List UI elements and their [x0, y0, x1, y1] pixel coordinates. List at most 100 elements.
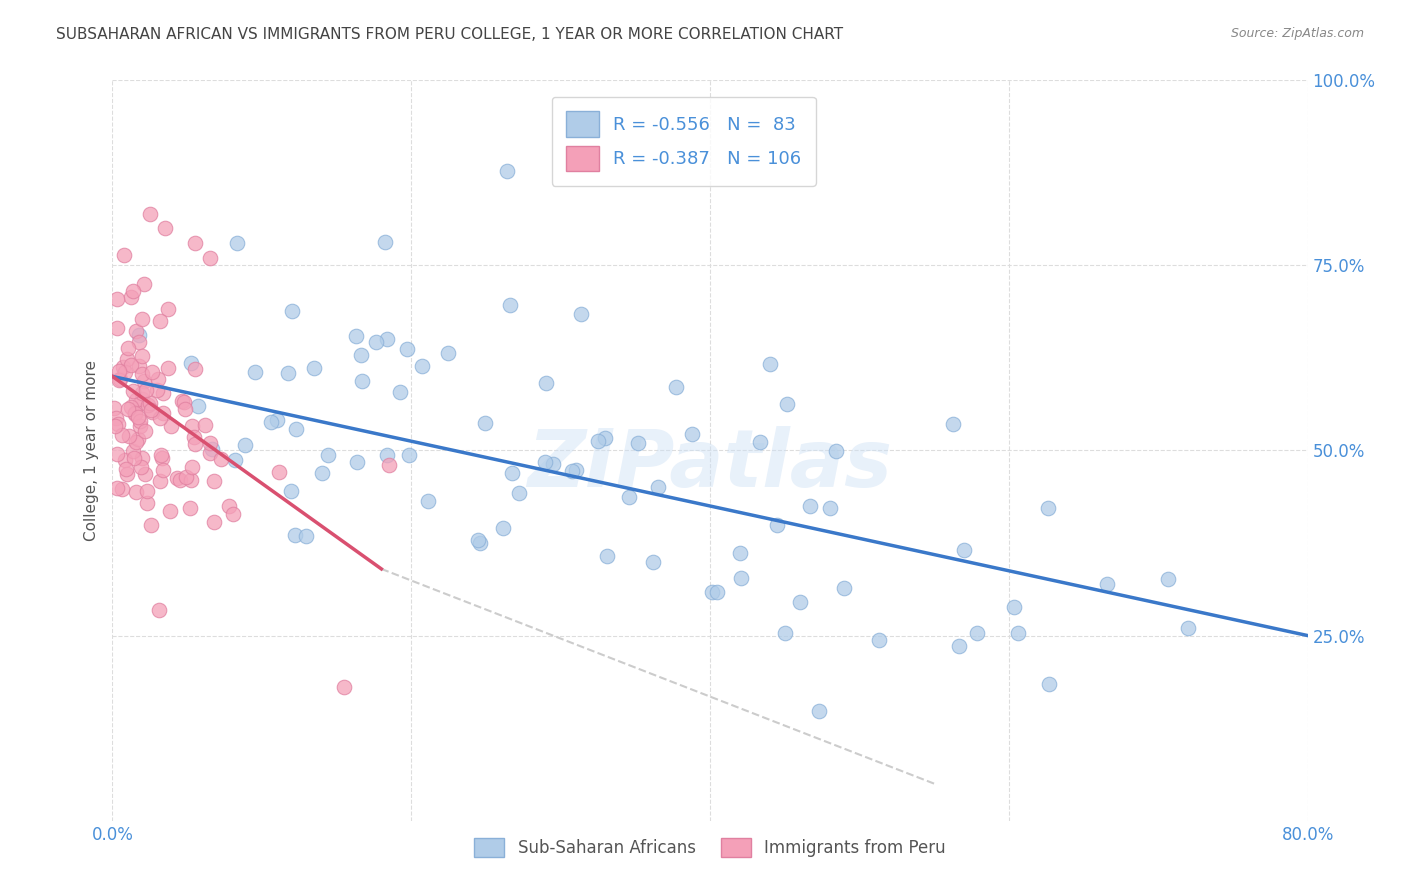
Point — [117, 402, 139, 417]
Point — [1177, 622, 1199, 636]
Point — [149, 313, 172, 327]
Point — [706, 584, 728, 599]
Point — [508, 486, 530, 500]
Point — [209, 451, 232, 466]
Point — [375, 449, 398, 463]
Point — [132, 375, 155, 389]
Point — [834, 581, 856, 595]
Point — [136, 398, 159, 412]
Point — [818, 500, 841, 515]
Point — [117, 341, 139, 355]
Point — [586, 434, 609, 448]
Point — [103, 401, 125, 415]
Point — [869, 632, 891, 647]
Point — [139, 517, 162, 532]
Point — [728, 546, 751, 560]
Point — [127, 433, 149, 447]
Point — [647, 480, 669, 494]
Point — [333, 681, 356, 695]
Point — [180, 356, 202, 370]
Point — [124, 407, 146, 421]
Point — [111, 427, 134, 442]
Point — [395, 343, 418, 357]
Point — [942, 417, 965, 431]
Point — [765, 517, 787, 532]
Point — [193, 418, 215, 433]
Point — [350, 348, 373, 362]
Point — [534, 455, 557, 469]
Point — [316, 448, 339, 462]
Point — [776, 397, 799, 411]
Point — [202, 515, 225, 529]
Point — [730, 571, 752, 585]
Point — [131, 368, 153, 382]
Point — [104, 418, 127, 433]
Point — [824, 444, 846, 458]
Point — [146, 383, 169, 397]
Point — [284, 422, 307, 436]
Point — [111, 359, 134, 374]
Point — [280, 483, 302, 498]
Text: Source: ZipAtlas.com: Source: ZipAtlas.com — [1230, 27, 1364, 40]
Point — [966, 625, 988, 640]
Point — [181, 418, 204, 433]
Point — [131, 451, 153, 466]
Point — [183, 430, 205, 444]
Point — [948, 639, 970, 653]
Point — [304, 361, 326, 376]
Point — [224, 453, 246, 467]
Point — [378, 458, 401, 473]
Point — [198, 251, 221, 265]
Point — [758, 357, 780, 371]
Point — [173, 395, 195, 409]
Point — [467, 533, 489, 547]
Point — [596, 549, 619, 563]
Point — [180, 459, 202, 474]
Point — [105, 481, 128, 495]
Point — [277, 366, 299, 380]
Point — [110, 372, 132, 386]
Point — [700, 585, 723, 599]
Point — [184, 361, 207, 376]
Point — [416, 493, 439, 508]
Point — [807, 704, 830, 718]
Point — [411, 359, 433, 373]
Point — [128, 359, 150, 373]
Point — [1095, 577, 1118, 591]
Point — [129, 460, 152, 475]
Point — [124, 485, 146, 500]
Point — [111, 482, 134, 496]
Point — [112, 247, 135, 261]
Point — [375, 332, 398, 346]
Point — [152, 406, 174, 420]
Point — [267, 465, 290, 479]
Point — [135, 496, 157, 510]
Point — [134, 424, 156, 438]
Point — [125, 393, 148, 408]
Point — [496, 164, 519, 178]
Point — [187, 399, 209, 413]
Point — [259, 415, 281, 429]
Point — [233, 438, 256, 452]
Point — [748, 434, 770, 449]
Point — [1156, 572, 1178, 586]
Point — [281, 304, 304, 318]
Point — [134, 467, 156, 481]
Point — [311, 466, 333, 480]
Point — [108, 373, 131, 387]
Legend: Sub-Saharan Africans, Immigrants from Peru: Sub-Saharan Africans, Immigrants from Pe… — [468, 831, 952, 864]
Point — [120, 290, 142, 304]
Point — [284, 528, 307, 542]
Point — [156, 301, 179, 316]
Point — [141, 404, 163, 418]
Point — [183, 236, 205, 251]
Point — [352, 374, 374, 388]
Point — [135, 383, 157, 397]
Point — [141, 403, 163, 417]
Point — [131, 385, 153, 400]
Point — [166, 471, 188, 485]
Point — [148, 603, 170, 617]
Point — [799, 500, 821, 514]
Point — [468, 536, 491, 550]
Point — [120, 401, 142, 415]
